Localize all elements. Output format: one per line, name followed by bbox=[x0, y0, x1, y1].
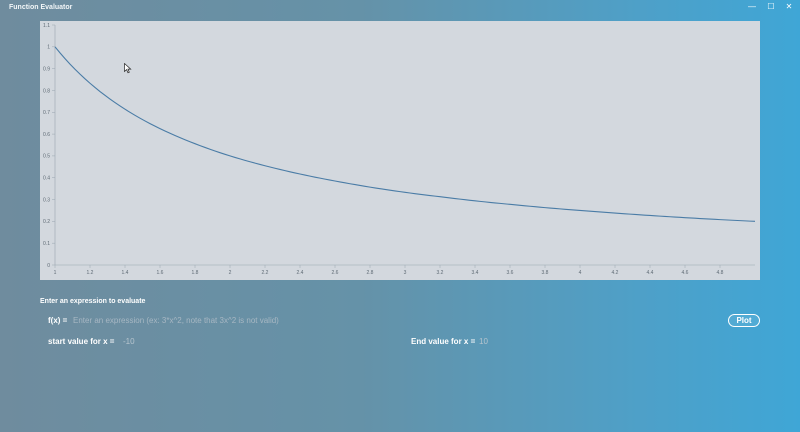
y-tick-label: 0.6 bbox=[43, 132, 50, 138]
end-value-input[interactable] bbox=[479, 334, 549, 349]
x-tick-label: 4.8 bbox=[717, 270, 724, 276]
y-tick-label: 0.2 bbox=[43, 219, 50, 225]
series-line bbox=[54, 46, 756, 222]
x-tick-label: 3 bbox=[404, 270, 407, 276]
x-tick-label: 3.8 bbox=[542, 270, 549, 276]
fx-label: f(x) = bbox=[48, 316, 68, 325]
x-tick-label: 2.6 bbox=[332, 270, 339, 276]
x-tick-label: 2.2 bbox=[262, 270, 269, 276]
y-tick-label: 1 bbox=[47, 45, 50, 51]
x-tick-label: 2.8 bbox=[367, 270, 374, 276]
function-plot: 1 1.2 1.4 1.6 1.8 2 2.2 2.4 2.6 2.8 3 3.2 3.4 3.6 3.8 4… bbox=[43, 23, 756, 276]
end-value-label: End value for x = bbox=[411, 337, 476, 346]
y-tick-label: 1.1 bbox=[43, 23, 50, 29]
minimize-button[interactable]: — bbox=[748, 2, 756, 11]
window-title: Function Evaluator bbox=[9, 4, 73, 11]
y-tick-label: 0.7 bbox=[43, 110, 50, 116]
x-tick-label: 3.2 bbox=[437, 270, 444, 276]
plot-button[interactable]: Plot bbox=[728, 314, 760, 327]
start-value-input[interactable] bbox=[123, 334, 193, 349]
mouse-cursor-icon bbox=[124, 63, 132, 74]
x-tick-label: 1.2 bbox=[87, 270, 94, 276]
chart-panel: 1 1.2 1.4 1.6 1.8 2 2.2 2.4 2.6 2.8 3 3.2 3.4 3.6 3.8 4… bbox=[40, 21, 760, 280]
y-tick-label: 0.1 bbox=[43, 241, 50, 247]
section-label: Enter an expression to evaluate bbox=[40, 298, 146, 305]
y-tick-label: 0.9 bbox=[43, 66, 50, 72]
expression-input[interactable] bbox=[73, 313, 633, 328]
x-tick-label: 4.4 bbox=[647, 270, 654, 276]
x-tick-label: 2.4 bbox=[297, 270, 304, 276]
x-tick-label: 1.6 bbox=[157, 270, 164, 276]
close-button[interactable]: ✕ bbox=[785, 2, 793, 11]
x-tick-label: 3.6 bbox=[507, 270, 514, 276]
x-tick-label: 4.2 bbox=[612, 270, 619, 276]
title-bar: Function Evaluator — ☐ ✕ bbox=[0, 0, 800, 16]
start-value-label: start value for x = bbox=[48, 337, 115, 346]
x-tick-label: 1 bbox=[54, 270, 57, 276]
x-tick-label: 1.4 bbox=[122, 270, 129, 276]
y-tick-label: 0.5 bbox=[43, 154, 50, 160]
y-tick-label: 0.3 bbox=[43, 197, 50, 203]
y-tick-label: 0 bbox=[47, 263, 50, 269]
x-tick-label: 2 bbox=[229, 270, 232, 276]
x-tick-label: 4 bbox=[579, 270, 582, 276]
y-tick-label: 0.4 bbox=[43, 176, 50, 182]
x-tick-label: 1.8 bbox=[192, 270, 199, 276]
maximize-button[interactable]: ☐ bbox=[767, 2, 775, 11]
x-tick-label: 4.6 bbox=[682, 270, 689, 276]
x-tick-label: 3.4 bbox=[472, 270, 479, 276]
y-tick-label: 0.8 bbox=[43, 88, 50, 94]
